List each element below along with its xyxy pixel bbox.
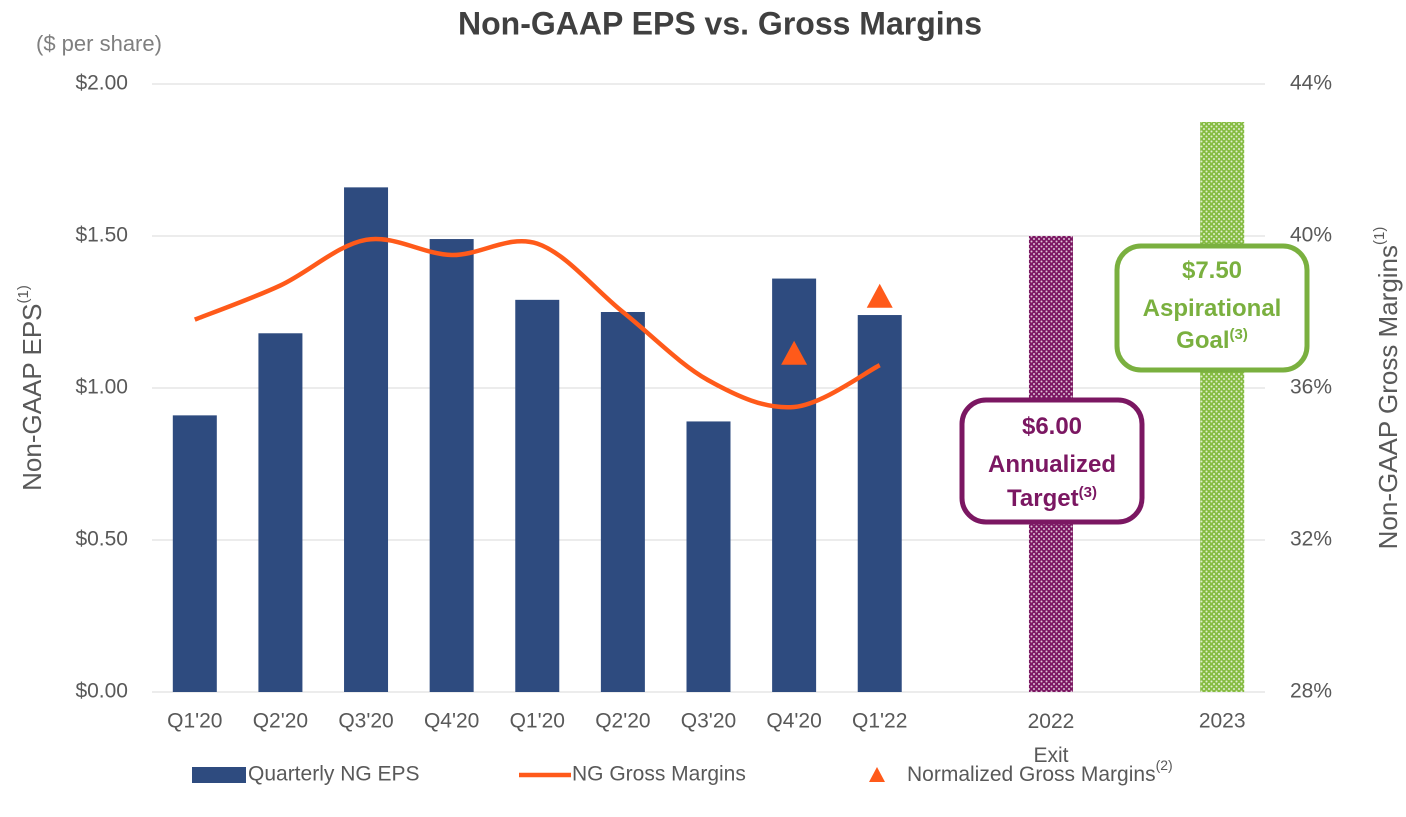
y-tick-label: $0.50 xyxy=(75,528,128,551)
bar xyxy=(686,421,731,692)
triangle-marker xyxy=(866,283,893,308)
annotation-line: Target xyxy=(1007,485,1079,512)
annotation-box xyxy=(959,397,1145,525)
bar xyxy=(857,315,902,692)
x-tick-label: Q1'20 xyxy=(167,710,222,733)
annotation-note: (3) xyxy=(1230,326,1248,343)
bar xyxy=(600,312,645,692)
annotation-line: Goal xyxy=(1176,327,1229,354)
annotation-text: $7.50 xyxy=(1182,257,1242,284)
y2-tick-label: 36% xyxy=(1290,376,1332,399)
y-axis-title: Non-GAAP EPS(1) xyxy=(15,285,47,491)
triangle-marker xyxy=(781,340,808,365)
bar xyxy=(515,299,560,692)
bar xyxy=(1200,122,1245,692)
x-tick-label: Q2'20 xyxy=(253,710,308,733)
y-tick-label: $1.00 xyxy=(75,376,128,399)
y2-tick-label: 44% xyxy=(1290,72,1332,95)
bar xyxy=(258,333,303,692)
legend-swatch xyxy=(869,767,885,782)
y2-axis-title-text: Non-GAAP Gross Margins xyxy=(1373,245,1403,549)
y2-tick-label: 40% xyxy=(1290,224,1332,247)
bar xyxy=(772,278,817,692)
y2-tick-label: 28% xyxy=(1290,680,1332,703)
x-tick-label: 2023 xyxy=(1199,710,1246,733)
x-tick-label: Q1'20 xyxy=(510,710,565,733)
annotation-text: Aspirational xyxy=(1143,295,1282,322)
x-tick-label: Q4'20 xyxy=(766,710,821,733)
bar xyxy=(172,415,217,692)
annotation-note: (3) xyxy=(1079,484,1097,501)
y-axis-title-note: (1) xyxy=(15,285,32,303)
x-tick-label: Q4'20 xyxy=(424,710,479,733)
annotation-text: Annualized xyxy=(988,451,1116,478)
unit-label: ($ per share) xyxy=(36,31,162,56)
x-tick-label: Q2'20 xyxy=(595,710,650,733)
y-axis-title-text: Non-GAAP EPS xyxy=(17,303,47,490)
legend-label-text: Normalized Gross Margins xyxy=(907,763,1156,786)
x-tick-label: Q1'22 xyxy=(852,710,907,733)
y-tick-label: $0.00 xyxy=(75,680,128,703)
legend-label: NG Gross Margins xyxy=(572,763,746,786)
y2-axis-title-note: (1) xyxy=(1371,227,1388,245)
legend-swatch xyxy=(192,767,246,783)
annotation-text: Goal(3) xyxy=(1176,326,1248,354)
chart-title: Non-GAAP EPS vs. Gross Margins xyxy=(458,5,982,41)
annotation-line: $6.00 xyxy=(1022,413,1082,440)
x-tick-label: Q3'20 xyxy=(338,710,393,733)
y2-tick-label: 32% xyxy=(1290,528,1332,551)
annotation-text: Target(3) xyxy=(1007,484,1097,512)
legend-label: Normalized Gross Margins(2) xyxy=(907,757,1173,786)
y2-axis-title: Non-GAAP Gross Margins(1) xyxy=(1371,227,1403,550)
annotation-text: $6.00 xyxy=(1022,413,1082,440)
bar xyxy=(344,187,389,693)
annotation-line: $7.50 xyxy=(1182,257,1242,284)
bar xyxy=(429,239,474,693)
y-tick-label: $1.50 xyxy=(75,224,128,247)
legend-label-note: (2) xyxy=(1156,757,1173,773)
annotation-box xyxy=(1114,243,1310,373)
x-tick-label: 2022 Exit xyxy=(1028,710,1075,767)
x-tick-label: Q3'20 xyxy=(681,710,736,733)
y-tick-label: $2.00 xyxy=(75,72,128,95)
legend-label: Quarterly NG EPS xyxy=(248,763,420,786)
annotation-line: Aspirational xyxy=(1143,295,1282,322)
line xyxy=(193,236,881,410)
annotation-line: Annualized xyxy=(988,451,1116,478)
